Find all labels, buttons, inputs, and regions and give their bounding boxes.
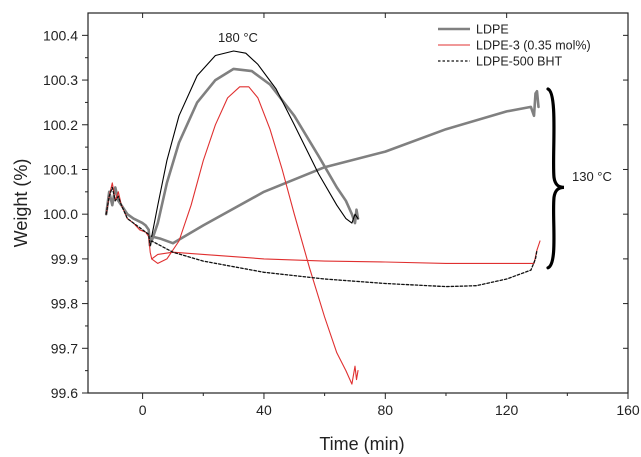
- legend: LDPE LDPE-3 (0.35 mol%) LDPE-500 BHT: [438, 23, 591, 69]
- y-tick-label-5: 100.1: [43, 161, 78, 177]
- x-tick-label-4: 160: [616, 402, 640, 418]
- series-line-1-segment-0: [105, 182, 541, 264]
- legend-label-2: LDPE-500 BHT: [476, 55, 563, 69]
- annotation-130c: 130 °C: [572, 169, 612, 184]
- series-line-0-segment-0: [104, 89, 540, 247]
- y-tick-label-7: 100.3: [43, 72, 78, 88]
- series-line-1-segment-1: [151, 86, 359, 385]
- y-tick-label-6: 100.2: [43, 117, 78, 133]
- series-line-3-segment-0: [151, 50, 359, 238]
- series-line-2-segment-0: [105, 186, 538, 288]
- x-tick-label-1: 40: [256, 402, 272, 418]
- axes: 0 40 80 120 160 99.6 99.7 99.8 99.9 100.0 100.1 100…: [11, 12, 640, 454]
- x-tick-label-3: 120: [495, 402, 519, 418]
- x-tick-label-0: 0: [139, 402, 147, 418]
- plot-frame: [87, 12, 629, 394]
- y-tick-label-1: 99.7: [51, 340, 78, 356]
- legend-label-0: LDPE: [476, 23, 509, 37]
- y-tick-label-4: 100.0: [43, 206, 78, 222]
- x-tick-label-2: 80: [378, 402, 394, 418]
- curly-brace-130c: [546, 87, 565, 270]
- series-line-0-segment-1: [150, 67, 360, 243]
- legend-label-1: LDPE-3 (0.35 mol%): [476, 39, 591, 53]
- y-axis-label: Weight (%): [11, 159, 31, 248]
- x-axis-label: Time (min): [319, 434, 404, 454]
- y-tick-label-0: 99.6: [51, 385, 78, 401]
- y-tick-label-2: 99.8: [51, 296, 78, 312]
- y-tick-label-3: 99.9: [51, 251, 78, 267]
- y-tick-label-8: 100.4: [43, 27, 78, 43]
- plot-area: [104, 50, 541, 385]
- annotation-180c: 180 °C: [218, 30, 258, 45]
- annotations: 180 °C 130 °C: [218, 30, 612, 270]
